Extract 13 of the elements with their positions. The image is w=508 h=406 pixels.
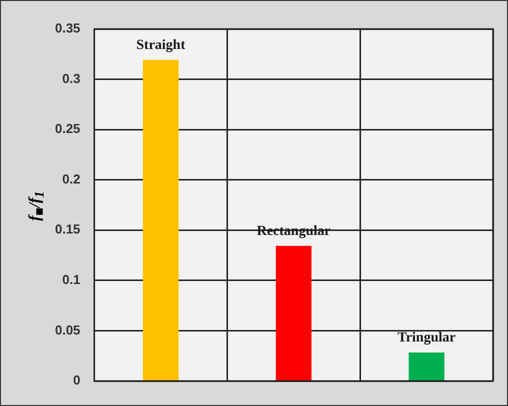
x-tick-label: Straight	[136, 38, 186, 53]
y-tick-label: 0.05	[54, 322, 80, 338]
bar	[276, 246, 312, 381]
x-tick-label: Tringular	[398, 330, 456, 346]
y-tick-label: 0.1	[62, 272, 80, 288]
y-tick-label: 0	[73, 372, 80, 388]
y-tick-label: 0.15	[54, 222, 80, 237]
y-tick-label: 0.3	[62, 70, 80, 86]
bar	[142, 60, 179, 381]
y-tick-label: 0.35	[54, 20, 80, 36]
y-tick-label: 0.2	[62, 171, 80, 186]
y-tick-label: 0.25	[54, 121, 80, 136]
bar	[408, 352, 444, 381]
